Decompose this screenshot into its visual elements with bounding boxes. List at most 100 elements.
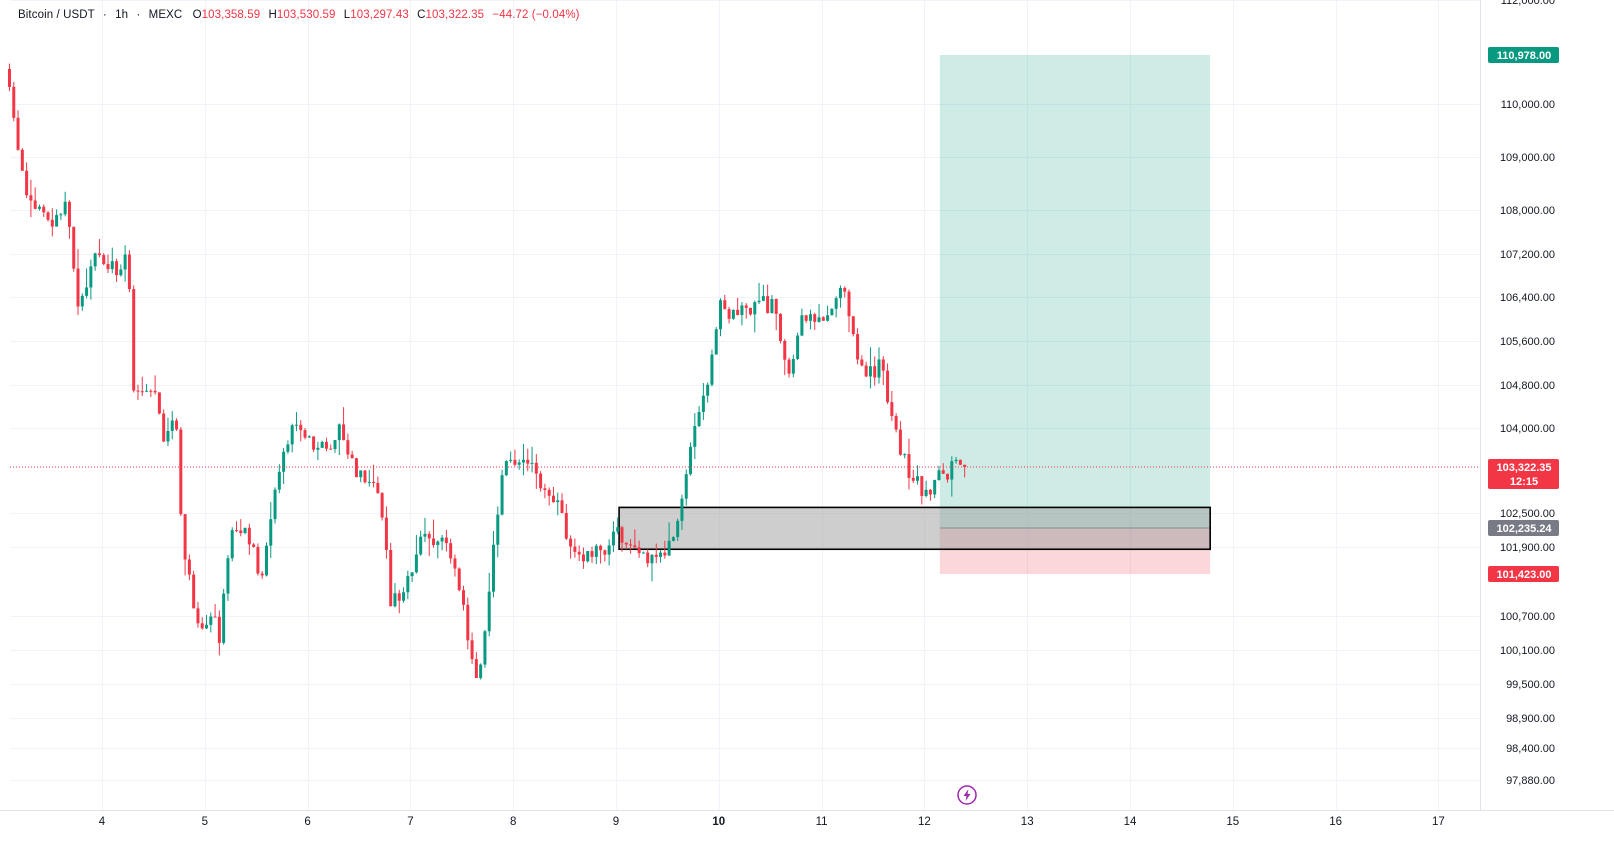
- candle-body: [175, 420, 179, 430]
- candle-body: [217, 616, 221, 643]
- candle-body: [85, 287, 89, 296]
- candle-body: [928, 489, 932, 495]
- candle-body: [7, 68, 11, 87]
- candle-body: [860, 359, 864, 366]
- candle-body: [406, 576, 410, 593]
- candle-body: [616, 527, 620, 532]
- candle-body: [479, 664, 483, 679]
- candle-body: [119, 269, 123, 276]
- candle-body: [230, 530, 234, 559]
- candle-body: [372, 481, 376, 484]
- y-tick-label: 100,700.00: [1500, 611, 1555, 623]
- y-tick-label: 109,000.00: [1500, 152, 1555, 164]
- candle-body: [316, 447, 320, 450]
- candle-body: [864, 365, 868, 377]
- candle-body: [354, 458, 358, 478]
- candle-body: [607, 545, 611, 555]
- legend-symbol[interactable]: Bitcoin / USDT: [18, 9, 95, 21]
- candle-body: [684, 474, 688, 499]
- candle-body: [12, 86, 16, 118]
- candle-body: [376, 483, 380, 494]
- candle-body: [97, 253, 101, 256]
- y-tick-label: 97,880.00: [1506, 775, 1555, 787]
- candle-body: [25, 170, 29, 196]
- candle-body: [239, 530, 243, 534]
- candle-body: [252, 544, 256, 547]
- candle-body: [205, 624, 209, 629]
- candle-body: [260, 573, 264, 576]
- candle-body: [419, 536, 423, 555]
- candle-body: [808, 314, 812, 321]
- candle-body: [432, 538, 436, 546]
- candle-body: [950, 461, 954, 480]
- candle-body: [162, 413, 166, 442]
- candle-body: [427, 533, 431, 539]
- candle-body: [689, 446, 693, 475]
- candle-body: [877, 359, 881, 378]
- candle-body: [838, 287, 842, 299]
- candle-body: [132, 289, 136, 391]
- candle-body: [367, 481, 371, 483]
- candle-body: [436, 541, 440, 546]
- candle-body: [573, 546, 577, 552]
- candle-body: [192, 574, 196, 609]
- candle-body: [804, 315, 808, 321]
- x-tick-label: 14: [1124, 816, 1137, 828]
- x-tick-label: 16: [1329, 816, 1342, 828]
- candle-body: [701, 395, 705, 413]
- candle-body: [414, 554, 418, 573]
- legend-close-value: 103,322.35: [425, 9, 485, 21]
- y-tick-label: 98,400.00: [1506, 743, 1555, 755]
- legend-open-label: O: [192, 9, 202, 21]
- stop-price-tag-text: 101,423.00: [1496, 569, 1551, 581]
- target-zone: [939, 55, 1211, 528]
- candle-body: [389, 550, 393, 607]
- candle-body: [813, 314, 817, 322]
- candle-body: [282, 451, 286, 472]
- target-price-tag-text: 110,978.00: [1497, 50, 1551, 62]
- x-tick-label: 17: [1432, 816, 1445, 828]
- candle-body: [569, 538, 573, 547]
- candle-body: [196, 608, 200, 624]
- candle-body: [766, 296, 770, 314]
- candle-body: [530, 462, 534, 464]
- candle-body: [719, 300, 723, 330]
- candle-body: [594, 545, 598, 557]
- x-tick-label: 5: [202, 816, 208, 828]
- candle-body: [830, 308, 834, 316]
- candle-body: [483, 631, 487, 665]
- x-tick-label: 13: [1021, 816, 1034, 828]
- candle-body: [633, 545, 637, 548]
- x-tick-label: 15: [1226, 816, 1239, 828]
- candle-body: [629, 544, 633, 546]
- candle-body: [110, 261, 114, 270]
- candle-body: [817, 317, 821, 322]
- legend-open-value: 103,358.59: [201, 9, 261, 21]
- entry-price-tag-text: 102,235.24: [1496, 523, 1552, 535]
- x-tick-label: 11: [816, 816, 828, 828]
- candle-body: [757, 300, 761, 303]
- candle-body: [937, 470, 941, 480]
- candle-body: [277, 471, 281, 490]
- candle-body: [603, 550, 607, 555]
- candle-body: [102, 255, 106, 265]
- candle-body: [727, 309, 731, 319]
- legend-timeframe[interactable]: 1h: [115, 9, 129, 21]
- legend-exchange: MEXC: [148, 9, 183, 21]
- candle-body: [115, 261, 119, 276]
- candle-body: [179, 429, 183, 515]
- candle-body: [346, 440, 350, 455]
- candle-body: [59, 214, 63, 216]
- candle-body: [740, 305, 744, 316]
- candle-body: [676, 520, 680, 538]
- candle-body: [157, 392, 161, 414]
- candles: [7, 63, 967, 680]
- candle-body: [954, 459, 958, 462]
- candle-body: [526, 459, 530, 464]
- candle-body: [958, 459, 962, 465]
- legend-separator: ·: [102, 9, 107, 21]
- position-tool-layer[interactable]: [618, 55, 1211, 574]
- x-tick-label: 9: [613, 816, 619, 828]
